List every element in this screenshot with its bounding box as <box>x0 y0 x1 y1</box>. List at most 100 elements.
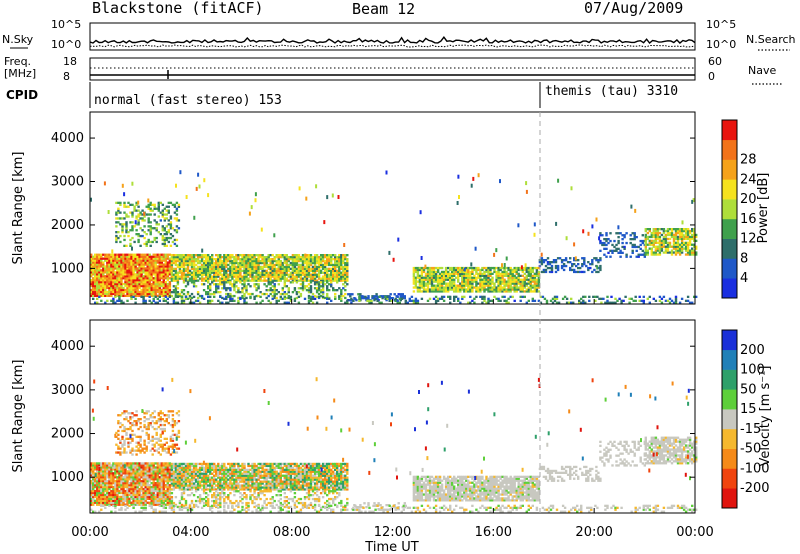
power-echo-cell <box>279 269 282 272</box>
power-echo-cell <box>182 289 186 292</box>
power-echo-cell <box>154 271 157 274</box>
power-echo-cell <box>142 255 145 258</box>
power-echo-cell <box>517 268 520 272</box>
power-echo-cell <box>564 257 568 260</box>
power-echo-cell <box>643 255 646 258</box>
power-echo-cell <box>283 261 286 265</box>
power-echo-cell <box>654 253 658 256</box>
power-echo-cell <box>537 286 541 289</box>
power-echo-cell <box>163 229 166 232</box>
power-echo-cell <box>169 201 173 204</box>
power-echo-cell <box>128 277 131 280</box>
power-echo-cell <box>672 233 676 237</box>
power-echo-cell <box>678 253 682 256</box>
power-echo-cell <box>531 299 534 302</box>
power-echo-point <box>630 204 633 209</box>
power-echo-cell <box>467 270 470 274</box>
velocity-echo-cell <box>96 489 99 493</box>
power-echo-cell <box>519 266 522 270</box>
power-echo-cell <box>455 288 458 291</box>
velocity-echo-cell <box>94 482 97 485</box>
power-echo-cell <box>122 261 125 264</box>
velocity-echo-cell <box>136 472 139 475</box>
power-echo-cell <box>397 293 400 296</box>
power-echo-cell <box>650 239 653 242</box>
power-echo-cell <box>146 257 149 260</box>
power-echo-cell <box>146 288 149 292</box>
power-echo-cell <box>483 274 486 277</box>
power-echo-cell <box>579 266 582 270</box>
power-echo-cell <box>175 217 179 220</box>
power-echo-cell <box>149 203 152 206</box>
power-echo-cell <box>495 276 498 279</box>
power-echo-cell <box>145 213 148 216</box>
power-echo-cell <box>98 277 101 280</box>
power-echo-cell <box>207 277 210 280</box>
power-echo-cell <box>455 286 458 289</box>
power-echo-cell <box>695 295 698 298</box>
power-echo-cell <box>121 229 124 232</box>
power-echo-cell <box>646 231 649 235</box>
power-echo-cell <box>125 221 128 224</box>
power-echo-cell <box>192 271 196 274</box>
power-echo-cell <box>92 288 95 292</box>
power-echo-cell <box>241 287 244 290</box>
power-echo-cell <box>120 269 123 272</box>
nsky-frame <box>89 22 696 51</box>
power-echo-cell <box>680 297 684 300</box>
power-echo-point <box>123 192 126 197</box>
power-echo-cell <box>235 258 238 261</box>
velocity-echo-cell <box>144 468 147 471</box>
power-echo-cell <box>227 267 230 270</box>
power-echo-cell <box>130 273 133 276</box>
power-echo-cell <box>326 259 329 263</box>
power-echo-cell <box>184 259 188 263</box>
power-echo-cell <box>277 283 280 286</box>
power-echo-cell <box>118 259 121 262</box>
power-echo-cell <box>595 270 598 274</box>
power-echo-cell <box>305 279 309 282</box>
power-echo-cell <box>291 261 295 265</box>
power-echo-cell <box>190 265 194 269</box>
power-echo-cell <box>231 261 234 265</box>
velocity-echo-cell <box>130 485 133 489</box>
power-echo-cell <box>170 269 174 272</box>
power-echo-cell <box>138 267 141 270</box>
power-echo-cell <box>257 263 260 267</box>
power-echo-cell <box>451 286 454 289</box>
power-echo-cell <box>656 228 660 231</box>
power-echo-cell <box>664 251 668 254</box>
power-echo-cell <box>307 254 311 257</box>
velocity-echo-cell <box>96 482 99 485</box>
velocity-echo-cell <box>126 482 129 485</box>
velocity-echo-cell <box>142 489 145 493</box>
power-echo-cell <box>158 288 161 292</box>
power-echo-cell <box>104 294 107 297</box>
power-echo-cell <box>202 271 206 274</box>
power-echo-cell <box>529 276 532 279</box>
velocity-echo-cell <box>106 485 109 489</box>
power-echo-cell <box>332 267 335 270</box>
power-echo-cell <box>120 253 123 256</box>
power-echo-cell <box>231 263 234 267</box>
power-echo-cell <box>451 282 454 285</box>
velocity-echo-cell <box>104 474 107 477</box>
power-echo-cell <box>475 270 478 274</box>
velocity-echo-cell <box>106 501 109 504</box>
power-echo-cell <box>513 282 516 285</box>
power-echo-cell <box>136 284 139 288</box>
power-echo-cell <box>293 297 297 300</box>
power-echo-cell <box>317 261 321 265</box>
power-echo-cell <box>285 277 288 280</box>
power-echo-cell <box>176 281 180 284</box>
power-echo-cell <box>138 265 141 268</box>
power-echo-cell <box>172 275 176 278</box>
power-echo-cell <box>94 301 97 304</box>
power-echo-cell <box>243 279 246 282</box>
velocity-echo-cell <box>154 493 157 497</box>
power-echo-cell <box>432 276 436 279</box>
velocity-echo-cell <box>92 464 95 467</box>
velocity-echo-cell <box>156 499 159 502</box>
power-echo-cell <box>442 290 446 293</box>
velocity-echo-cell <box>100 499 103 502</box>
